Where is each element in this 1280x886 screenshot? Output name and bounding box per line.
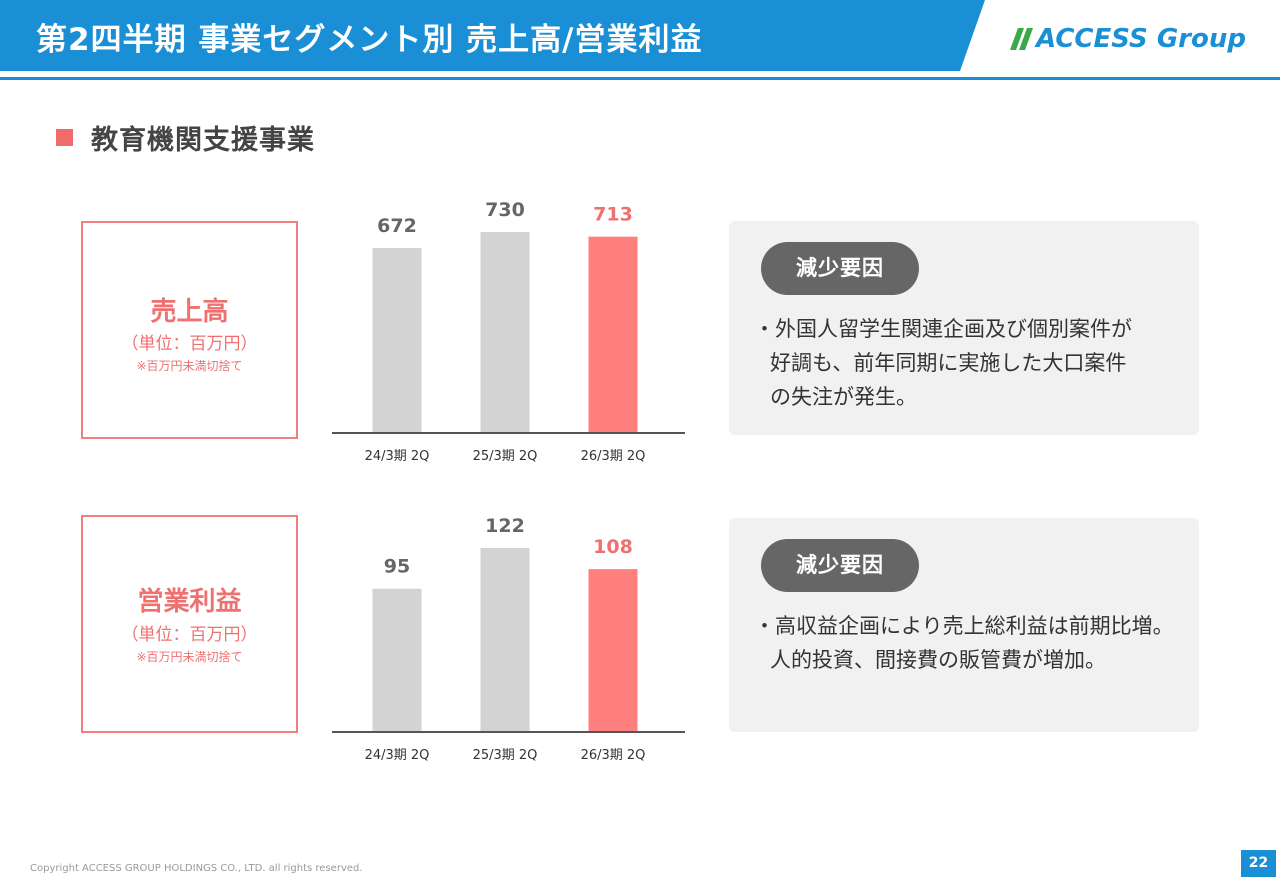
section-heading: 教育機関支援事業 — [56, 118, 315, 157]
x-tick-label: 24/3期 2Q — [365, 748, 430, 763]
sales-chart: 672 24/3期 2Q 730 25/3期 2Q 713 26/3期 2Q — [332, 190, 686, 470]
x-tick-label: 26/3期 2Q — [581, 449, 646, 464]
sales-reason-badge: 減少要因 — [761, 242, 919, 295]
profit-bar-chart: 95 24/3期 2Q 122 25/3期 2Q 108 26/3期 2Q — [332, 515, 685, 763]
sales-label: 売上高 — [150, 297, 229, 327]
section-title: 教育機関支援事業 — [91, 125, 315, 156]
bar-2 — [480, 548, 530, 732]
bar-value-label: 122 — [485, 515, 525, 537]
x-tick-label: 25/3期 2Q — [473, 748, 538, 763]
sales-bar-chart: 672 24/3期 2Q 730 25/3期 2Q 713 26/3期 2Q — [332, 199, 685, 464]
square-bullet-icon — [56, 129, 73, 146]
profit-reason-text: ・高収益企画により売上総利益は前期比増。 人的投資、間接費の販管費が増加。 — [754, 609, 1174, 677]
profit-reason-line: 人的投資、間接費の販管費が増加。 — [770, 648, 1106, 672]
bar-value-label: 713 — [593, 204, 633, 226]
sales-reason-line: の失注が発生。 — [770, 385, 917, 409]
sales-reason-box: 減少要因 ・外国人留学生関連企画及び個別案件が 好調も、前年同期に実施した大口案… — [729, 221, 1199, 435]
profit-note: ※百万円未満切捨て — [136, 650, 243, 664]
sales-reason-text: ・外国人留学生関連企画及び個別案件が 好調も、前年同期に実施した大口案件 の失注… — [754, 312, 1132, 414]
bar-value-label: 730 — [485, 199, 525, 221]
bar-value-label: 672 — [377, 215, 417, 237]
bar-1 — [372, 588, 422, 732]
copyright-text: Copyright ACCESS GROUP HOLDINGS CO., LTD… — [30, 863, 363, 874]
bar-3 — [588, 569, 638, 732]
bar-value-label: 108 — [593, 536, 633, 558]
profit-chart: 95 24/3期 2Q 122 25/3期 2Q 108 26/3期 2Q — [332, 505, 686, 770]
header-divider — [0, 77, 1280, 80]
logo-text: ACCESS Group — [1036, 24, 1246, 54]
header-banner — [0, 0, 985, 71]
sales-unit: （単位：百万円） — [121, 334, 258, 354]
page-title: 第2四半期 事業セグメント別 売上高/営業利益 — [36, 22, 703, 58]
page-number: 22 — [1241, 850, 1276, 877]
sales-note: ※百万円未満切捨て — [136, 359, 243, 373]
sales-reason-line: 好調も、前年同期に実施した大口案件 — [770, 351, 1127, 375]
bar-1 — [372, 247, 422, 433]
profit-label-box: 営業利益 （単位：百万円） ※百万円未満切捨て — [81, 515, 298, 733]
sales-label-box: 売上高 （単位：百万円） ※百万円未満切捨て — [81, 221, 298, 439]
profit-reason-line: ・高収益企画により売上総利益は前期比増。 — [754, 614, 1174, 638]
profit-reason-box: 減少要因 ・高収益企画により売上総利益は前期比増。 人的投資、間接費の販管費が増… — [729, 518, 1199, 732]
x-tick-label: 25/3期 2Q — [473, 449, 538, 464]
profit-reason-badge: 減少要因 — [761, 539, 919, 592]
sales-reason-line: ・外国人留学生関連企画及び個別案件が — [754, 317, 1132, 341]
logo-slash-icon — [1009, 26, 1034, 52]
bar-2 — [480, 232, 530, 433]
profit-unit: （単位：百万円） — [121, 625, 258, 645]
company-logo: ACCESS Group — [1009, 22, 1246, 56]
profit-label: 営業利益 — [137, 587, 242, 617]
bar-3 — [588, 236, 638, 433]
bar-value-label: 95 — [384, 556, 410, 578]
x-tick-label: 24/3期 2Q — [365, 449, 430, 464]
header-bar: 第2四半期 事業セグメント別 売上高/営業利益 ACCESS Group — [0, 0, 1280, 80]
x-tick-label: 26/3期 2Q — [581, 748, 646, 763]
